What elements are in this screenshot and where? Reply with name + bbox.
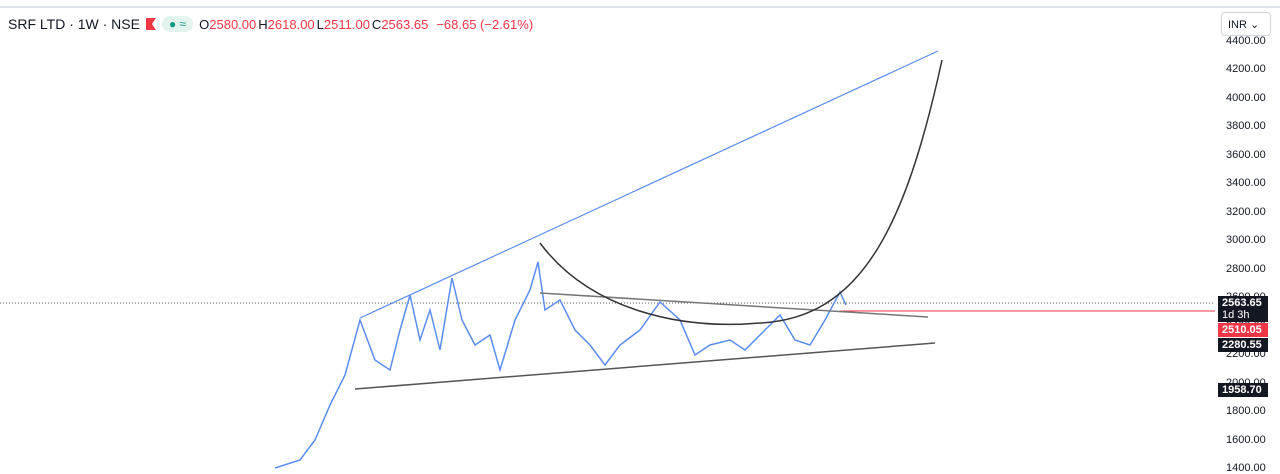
ohlc-value: 2580.00 — [209, 16, 257, 32]
ohlc-value: 2511.00 — [323, 16, 370, 32]
axis-label: 2800.00 — [1226, 262, 1266, 275]
status-pill[interactable]: ● ≈ — [161, 16, 194, 32]
badge-price: 2510.05 — [1222, 324, 1262, 336]
price-badge: 2563.65 1d 3h — [1218, 296, 1268, 322]
axis-label: 3600.00 — [1226, 148, 1266, 161]
ohlc: O2580.00 H2618.00 L2511.00 C2563.65 — [199, 17, 430, 32]
currency-button[interactable]: INR ⌄ — [1221, 12, 1271, 36]
trendline — [359, 50, 939, 319]
axis-label: 4200.00 — [1226, 63, 1266, 75]
axis-label: 1400.00 — [1226, 462, 1266, 474]
trendline — [539, 292, 929, 318]
badge-price: 2280.55 — [1222, 339, 1262, 351]
change: −68.65 (−2.61%) — [436, 16, 534, 32]
badge-countdown: 1d 3h — [1222, 309, 1250, 321]
axis-label: 3800.00 — [1226, 120, 1266, 132]
ohlc-value: 2618.00 — [267, 16, 315, 32]
axis-label: 3000.00 — [1226, 234, 1266, 246]
axis-label: 1800.00 — [1226, 405, 1266, 417]
axis-label: 4000.00 — [1226, 91, 1266, 104]
price-badge: 2280.55 — [1218, 338, 1268, 352]
chart-area — [0, 50, 1215, 469]
currency[interactable]: INR — [1228, 19, 1247, 31]
ohlc-label: L — [316, 16, 324, 32]
badge-price: 1958.70 — [1222, 384, 1262, 396]
cup-curve — [539, 59, 943, 326]
axis-label: 1600.00 — [1226, 433, 1266, 446]
price-badge: 2510.05 — [1218, 323, 1268, 337]
ohlc-value: 2563.65 — [381, 16, 429, 32]
top-bar — [0, 0, 1280, 8]
trendline — [354, 342, 936, 390]
price-badge: 1958.70 — [1218, 383, 1268, 397]
header: SRF LTD · 1W · NSE ● ≈ O2580.00 H2618.00 L… — [8, 16, 535, 32]
ohlc-label: C — [371, 16, 382, 32]
price-trace — [274, 261, 847, 469]
badge-price: 2563.65 — [1222, 297, 1262, 309]
axis-label: 4400.00 — [1226, 34, 1266, 47]
ohlc-label: H — [258, 16, 268, 32]
flag-icon[interactable] — [145, 18, 156, 30]
axis-label: 3200.00 — [1226, 205, 1266, 218]
ohlc-label: O — [199, 16, 210, 32]
axis-label: 3400.00 — [1226, 177, 1266, 189]
symbol[interactable]: SRF LTD · 1W · NSE — [8, 16, 140, 32]
